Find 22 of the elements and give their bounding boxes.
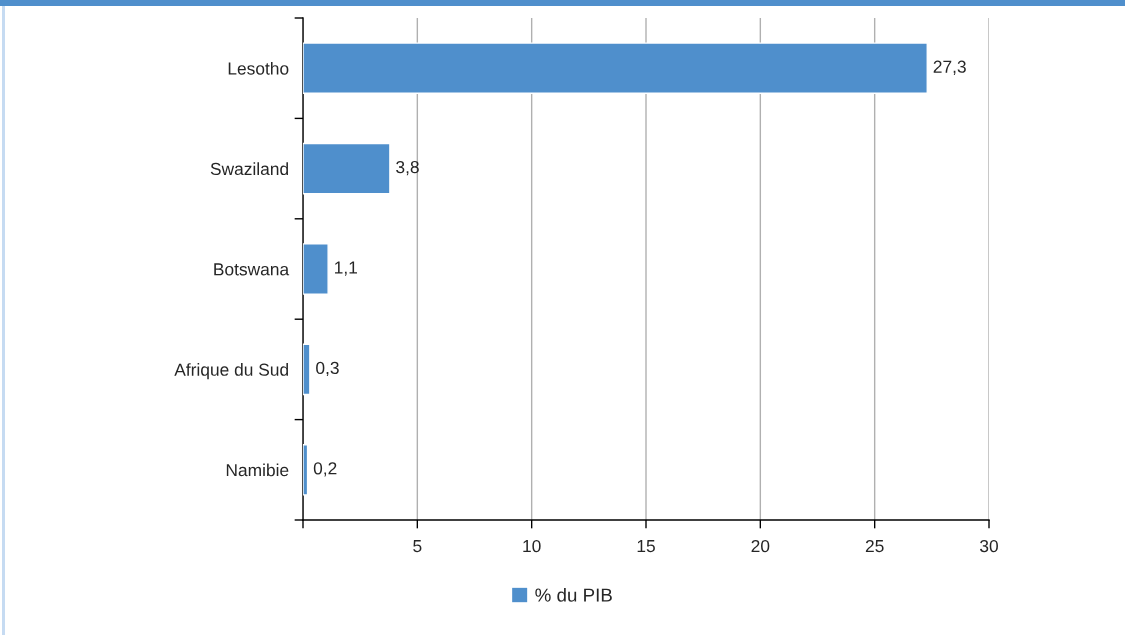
bar [303,444,309,496]
bar [303,243,329,295]
bar [303,343,311,396]
y-tick-label: Afrique du Sud [174,363,288,380]
bar [303,142,391,195]
y-tick-label: Lesotho [228,61,289,75]
x-tick-label: 5 [413,540,422,553]
bar [303,42,928,94]
y-tick-label: Botswana [214,263,290,276]
x-tick-label: 30 [980,539,998,553]
x-tick-label: 20 [751,539,770,553]
x-tick-label: 15 [637,540,655,553]
x-tick-label: 10 [523,539,541,553]
x-tick-label: 25 [865,539,884,553]
data-label: 27,3 [933,60,966,75]
data-label: 1,1 [335,261,357,276]
data-label: 0,2 [313,462,337,477]
y-tick-label: Swaziland [210,162,288,176]
y-tick-label: Namibie [226,463,289,477]
data-label: 0,3 [316,361,339,377]
legend-label: % du PIB [535,587,612,602]
data-label: 3,8 [396,160,419,176]
